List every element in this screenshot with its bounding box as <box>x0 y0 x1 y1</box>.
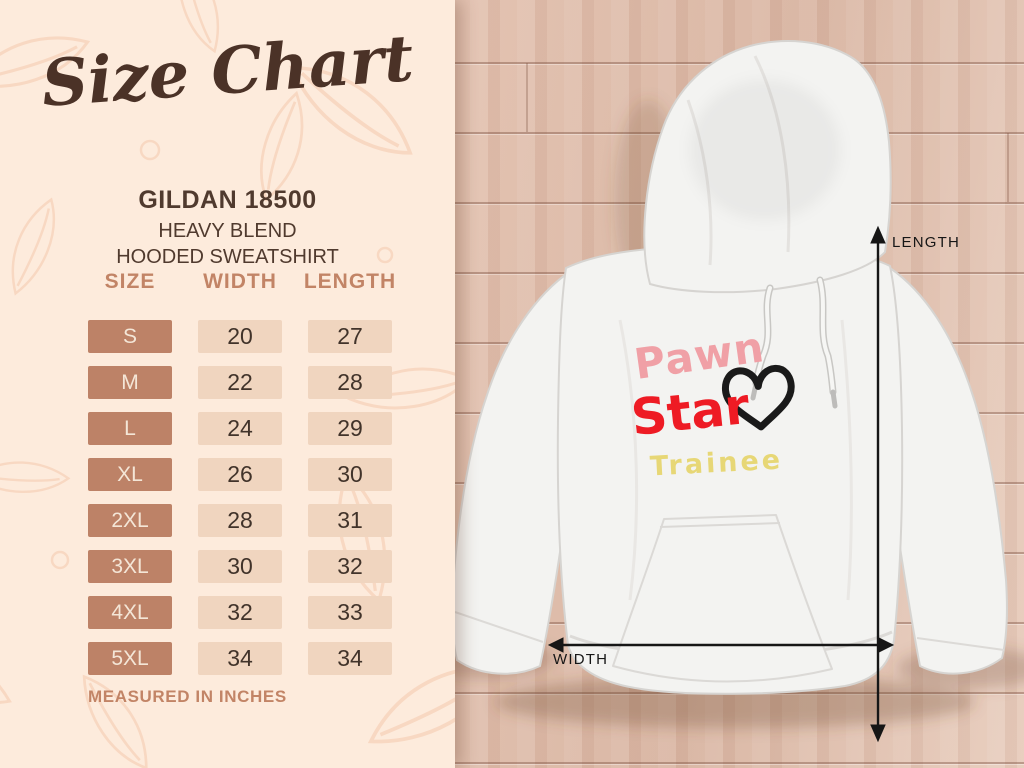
width-value-cell: 30 <box>198 550 282 583</box>
width-value-cell: 32 <box>198 596 282 629</box>
size-table-body: S 20 27 M 22 28 L 24 29 XL 26 30 2XL 28 31 3XL 30 32 4XL 32… <box>88 320 392 675</box>
product-line-2: HOODED SWEATSHIRT <box>116 246 339 268</box>
length-value-cell: 33 <box>308 596 392 629</box>
leaf-pattern <box>0 0 455 768</box>
length-value-cell: 31 <box>308 504 392 537</box>
table-row: S 20 27 <box>88 320 392 353</box>
width-value-cell: 28 <box>198 504 282 537</box>
length-value-cell: 30 <box>308 458 392 491</box>
size-label-cell: XL <box>88 458 172 491</box>
size-label-cell: 4XL <box>88 596 172 629</box>
width-value-cell: 22 <box>198 366 282 399</box>
product-info: GILDAN 18500 HEAVY BLEND HOODED SWEATSHI… <box>0 186 455 270</box>
product-name: GILDAN 18500 <box>138 186 317 214</box>
size-label-cell: S <box>88 320 172 353</box>
product-line-1: HEAVY BLEND <box>158 220 297 242</box>
length-label: LENGTH <box>892 234 961 251</box>
units-note: MEASURED IN INCHES <box>88 687 287 706</box>
size-table-header: SIZE WIDTH LENGTH <box>88 268 397 296</box>
width-value-cell: 26 <box>198 458 282 491</box>
size-chart-panel: Size Chart GILDAN 18500 HEAVY BLEND HOOD… <box>0 0 455 768</box>
table-row: 5XL 34 34 <box>88 642 392 675</box>
size-label-cell: 3XL <box>88 550 172 583</box>
size-label-cell: 5XL <box>88 642 172 675</box>
size-label-cell: M <box>88 366 172 399</box>
table-row: 2XL 28 31 <box>88 504 392 537</box>
column-header-width: WIDTH <box>203 270 277 293</box>
table-row: L 24 29 <box>88 412 392 445</box>
table-row: M 22 28 <box>88 366 392 399</box>
table-row: 4XL 32 33 <box>88 596 392 629</box>
length-value-cell: 32 <box>308 550 392 583</box>
design-word-star: Star <box>628 376 753 448</box>
size-table: SIZE WIDTH LENGTH S 20 27 M 22 28 L 24 29 XL 26 30 2… <box>88 268 397 688</box>
size-label-cell: 2XL <box>88 504 172 537</box>
width-label: WIDTH <box>553 651 609 668</box>
length-value-cell: 27 <box>308 320 392 353</box>
table-row: XL 26 30 <box>88 458 392 491</box>
table-row: 3XL 30 32 <box>88 550 392 583</box>
size-label-cell: L <box>88 412 172 445</box>
length-value-cell: 28 <box>308 366 392 399</box>
column-header-length: LENGTH <box>303 270 397 293</box>
width-value-cell: 20 <box>198 320 282 353</box>
length-value-cell: 34 <box>308 642 392 675</box>
width-value-cell: 34 <box>198 642 282 675</box>
length-value-cell: 29 <box>308 412 392 445</box>
width-value-cell: 24 <box>198 412 282 445</box>
column-header-size: SIZE <box>104 270 156 293</box>
